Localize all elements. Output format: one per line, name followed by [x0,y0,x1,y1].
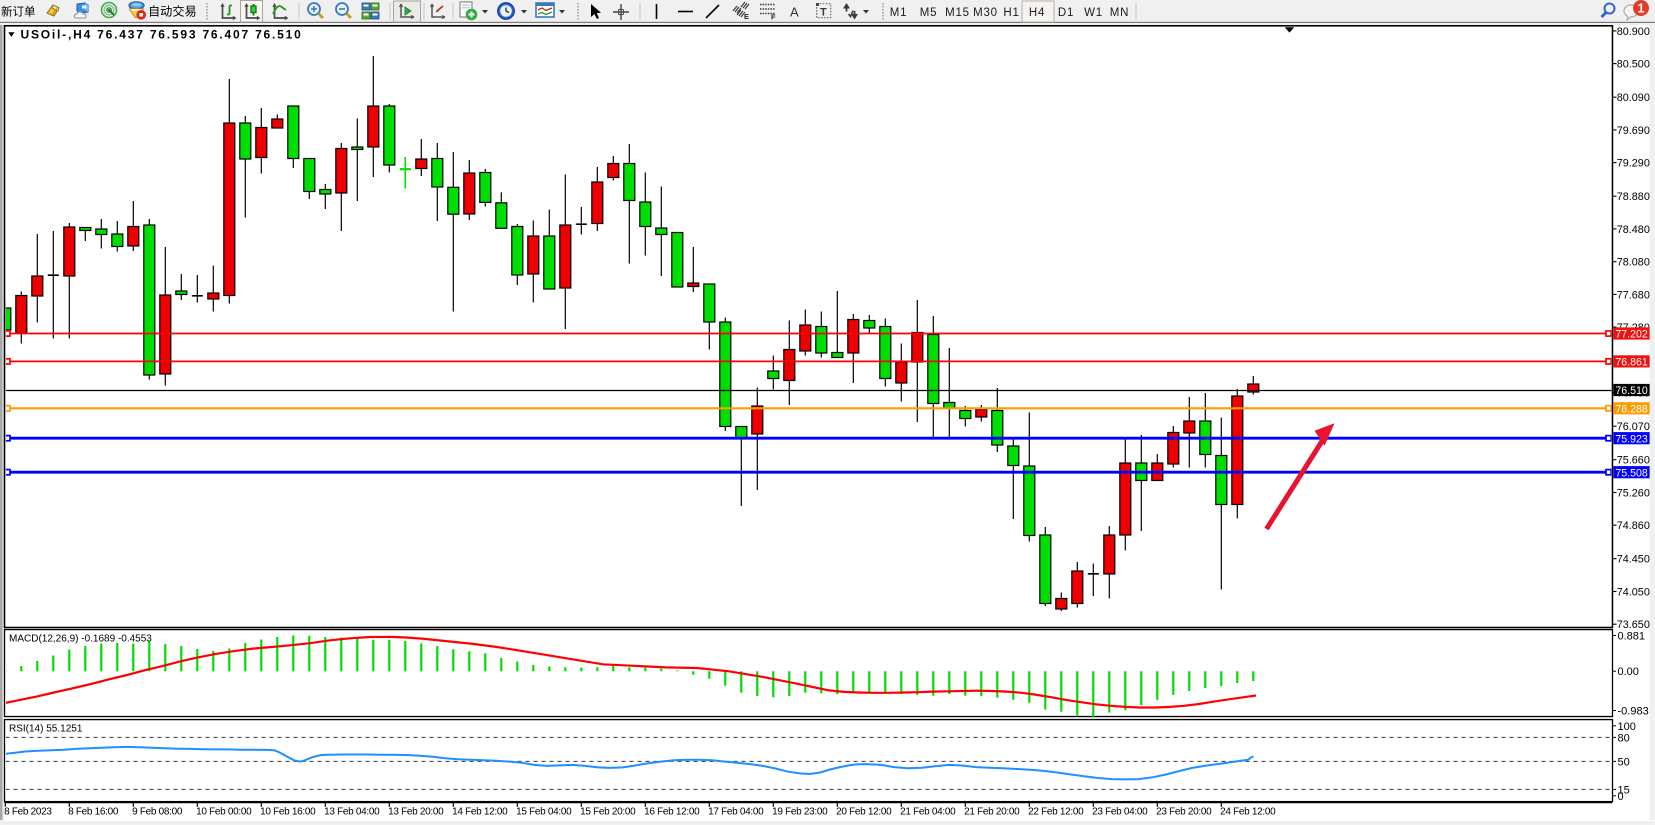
svg-text:15 Feb 04:00: 15 Feb 04:00 [516,807,572,818]
svg-text:13 Feb 20:00: 13 Feb 20:00 [388,807,444,818]
svg-text:77.202: 77.202 [1615,329,1648,341]
svg-text:21 Feb 20:00: 21 Feb 20:00 [964,807,1020,818]
svg-text:-0.983: -0.983 [1618,706,1649,718]
svg-text:76.510: 76.510 [1615,385,1648,397]
svg-text:80: 80 [1618,732,1630,744]
svg-text:21 Feb 04:00: 21 Feb 04:00 [900,807,956,818]
svg-text:10 Feb 16:00: 10 Feb 16:00 [260,807,316,818]
svg-text:10 Feb 00:00: 10 Feb 00:00 [196,807,252,818]
svg-text:23 Feb 04:00: 23 Feb 04:00 [1092,807,1148,818]
svg-text:新订单: 新订单 [1,5,36,19]
svg-text:T: T [820,7,827,19]
svg-text:74.050: 74.050 [1617,587,1650,599]
svg-text:0.881: 0.881 [1618,631,1646,643]
svg-text:22 Feb 12:00: 22 Feb 12:00 [1028,807,1084,818]
svg-text:H4: H4 [1029,7,1045,19]
svg-text:13 Feb 04:00: 13 Feb 04:00 [324,807,380,818]
svg-text:76.070: 76.070 [1617,421,1650,433]
svg-text:USOil-,H4 76.437 76.593 76.40: USOil-,H4 76.437 76.593 76.407 76.510 [21,28,303,42]
svg-text:76.288: 76.288 [1615,403,1648,415]
svg-text:80.500: 80.500 [1617,59,1650,71]
svg-text:8 Feb 2023: 8 Feb 2023 [4,807,52,818]
svg-text:15: 15 [1618,784,1630,796]
svg-text:74.860: 74.860 [1617,520,1650,532]
svg-text:0: 0 [1618,791,1624,803]
svg-text:14 Feb 12:00: 14 Feb 12:00 [452,807,508,818]
svg-text:20 Feb 12:00: 20 Feb 12:00 [836,807,892,818]
svg-text:E: E [744,12,749,21]
svg-text:73.650: 73.650 [1617,619,1650,631]
svg-text:76.861: 76.861 [1615,357,1648,369]
svg-text:23 Feb 20:00: 23 Feb 20:00 [1156,807,1212,818]
svg-text:24 Feb 12:00: 24 Feb 12:00 [1220,807,1276,818]
svg-text:W1: W1 [1084,7,1103,19]
svg-text:79.290: 79.290 [1617,158,1650,170]
svg-text:M30: M30 [973,7,998,19]
svg-text:0.00: 0.00 [1618,666,1639,678]
svg-text:自动交易: 自动交易 [148,4,197,19]
svg-text:78.880: 78.880 [1617,191,1650,203]
svg-text:75.508: 75.508 [1615,467,1648,479]
svg-text:MACD(12,26,9) -0.1689 -0.4553: MACD(12,26,9) -0.1689 -0.4553 [9,634,152,645]
svg-text:75.260: 75.260 [1617,488,1650,500]
svg-text:F: F [771,13,776,22]
svg-text:50: 50 [1618,756,1630,768]
svg-text:A: A [790,5,799,20]
svg-text:M15: M15 [945,7,970,19]
svg-text:77.680: 77.680 [1617,289,1650,301]
svg-text:80.090: 80.090 [1617,92,1650,104]
svg-text:75.660: 75.660 [1617,455,1650,467]
svg-text:80.900: 80.900 [1617,26,1650,38]
svg-text:RSI(14) 55.1251: RSI(14) 55.1251 [9,724,83,735]
svg-text:9 Feb 08:00: 9 Feb 08:00 [132,807,183,818]
svg-text:78.480: 78.480 [1617,224,1650,236]
svg-text:17 Feb 04:00: 17 Feb 04:00 [708,807,764,818]
svg-text:15 Feb 20:00: 15 Feb 20:00 [580,807,636,818]
svg-text:74.450: 74.450 [1617,554,1650,566]
svg-text:100: 100 [1618,721,1636,733]
svg-text:H1: H1 [1003,7,1019,19]
svg-text:78.080: 78.080 [1617,257,1650,269]
svg-text:79.690: 79.690 [1617,125,1650,137]
svg-text:19 Feb 23:00: 19 Feb 23:00 [772,807,828,818]
svg-text:MN: MN [1110,7,1130,19]
svg-text:8 Feb 16:00: 8 Feb 16:00 [68,807,119,818]
svg-text:M5: M5 [920,7,938,19]
svg-text:M1: M1 [890,7,908,19]
svg-text:D1: D1 [1058,7,1074,19]
svg-text:16 Feb 12:00: 16 Feb 12:00 [644,807,700,818]
svg-text:1: 1 [1638,2,1645,16]
svg-text:75.923: 75.923 [1615,433,1648,445]
